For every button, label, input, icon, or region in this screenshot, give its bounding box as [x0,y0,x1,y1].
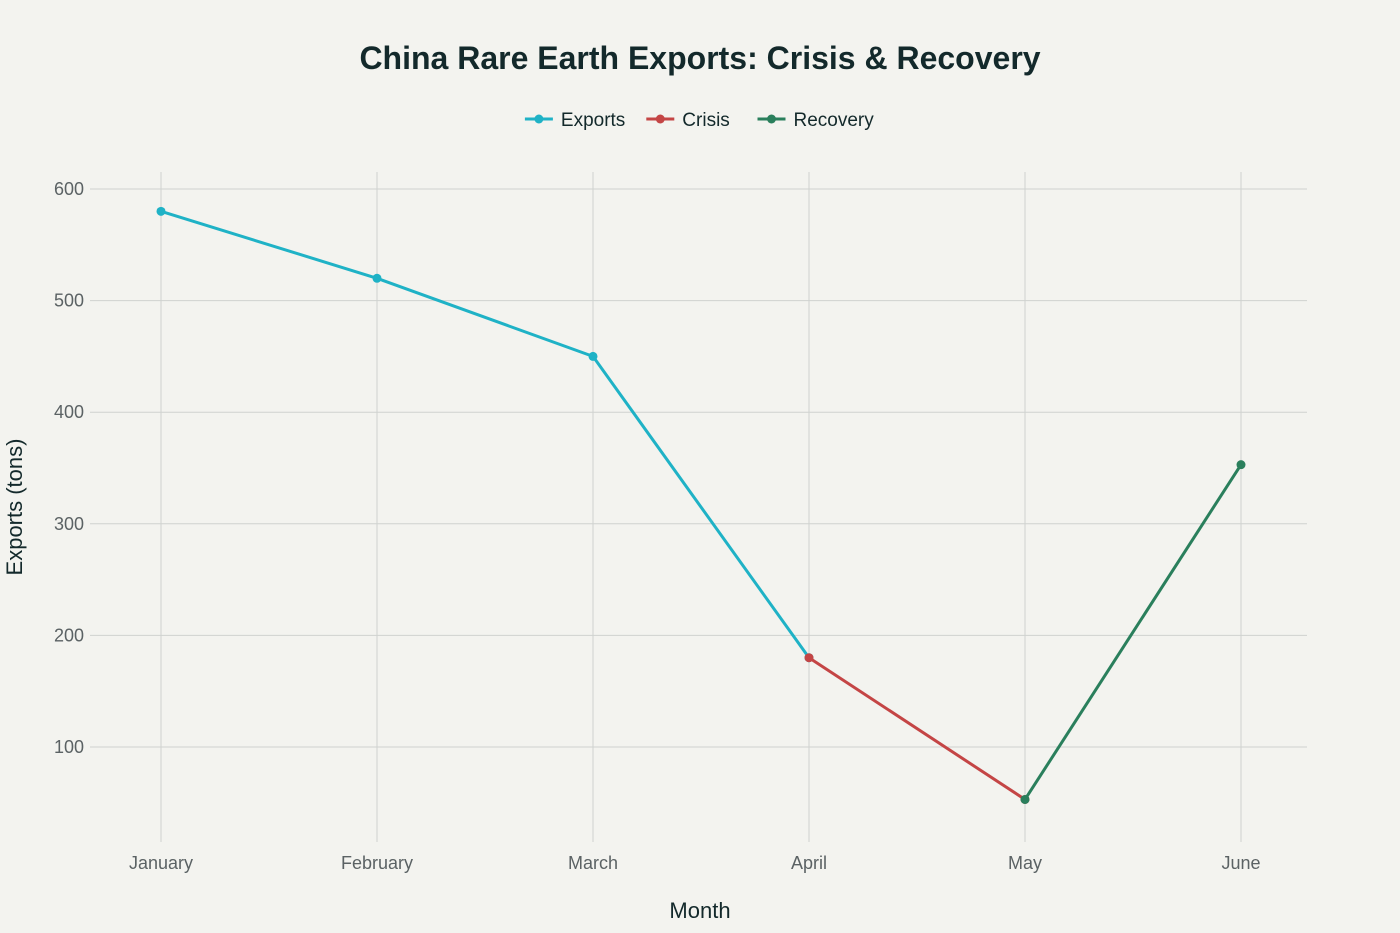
y-tick-label: 200 [54,625,84,645]
data-point[interactable] [804,653,814,663]
x-axis-title: Month [669,898,730,923]
series-crisis [804,653,1030,804]
x-tick-label: May [1008,853,1042,873]
x-tick-label: April [791,853,827,873]
legend-swatch-marker [655,114,665,124]
legend-item-exports[interactable]: Exports [524,110,625,131]
x-tick-label: January [129,853,193,873]
data-point[interactable] [372,273,382,283]
legend-item-recovery[interactable]: Recovery [757,110,875,131]
series-line [808,656,1026,801]
chart-title: China Rare Earth Exports: Crisis & Recov… [359,40,1040,76]
series-line [1023,463,1243,801]
legend-label: Crisis [682,110,730,131]
legend-label: Recovery [794,110,875,131]
data-point[interactable] [1020,794,1030,804]
y-axis-title: Exports (tons) [2,439,27,576]
series-layer [156,206,1246,804]
legend: Exports Crisis Recovery [524,110,875,131]
legend-label: Exports [561,110,625,131]
x-axis-ticks: January February March April May June [129,853,1261,873]
data-point[interactable] [1236,460,1246,470]
y-tick-label: 600 [54,179,84,199]
data-point[interactable] [588,351,598,361]
legend-item-crisis[interactable]: Crisis [646,110,730,131]
legend-swatch-marker [767,114,776,124]
data-point[interactable] [156,206,166,216]
y-axis-ticks: 100 200 300 400 500 600 [54,179,84,757]
series-recovery [1020,460,1246,804]
x-tick-label: February [341,853,413,873]
legend-swatch-marker [534,114,544,124]
y-tick-label: 400 [54,402,84,422]
y-tick-label: 300 [54,514,84,534]
x-tick-label: March [568,853,618,873]
series-exports [156,206,814,663]
grid [90,172,1307,842]
y-tick-label: 100 [54,737,84,757]
x-tick-label: June [1221,853,1260,873]
y-tick-label: 500 [54,291,84,311]
series-line [160,209,811,659]
